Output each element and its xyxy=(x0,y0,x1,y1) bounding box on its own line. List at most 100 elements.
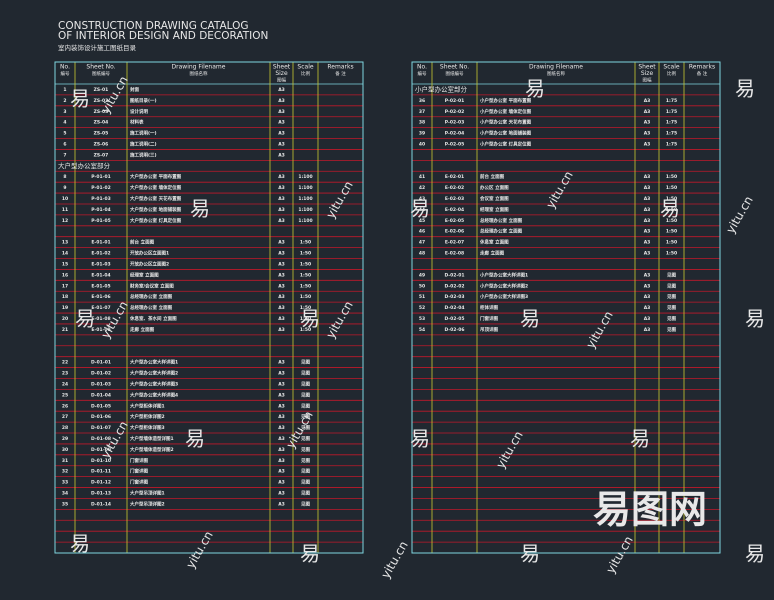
cell: 1:50 xyxy=(300,261,311,267)
cell: 1:50 xyxy=(666,196,677,202)
table-border xyxy=(54,61,364,554)
cell: A3 xyxy=(644,283,651,289)
column-header: Scale xyxy=(663,64,679,71)
cell: 24 xyxy=(62,381,68,387)
cell: P-02-01 xyxy=(445,98,464,104)
cell: A3 xyxy=(278,272,285,278)
cell: 施工说明(三) xyxy=(130,151,157,158)
cell: 32 xyxy=(62,469,68,475)
cell: 30 xyxy=(62,447,68,453)
cell: 大户型墙体造型详图1 xyxy=(130,435,174,442)
cell: 小户型办公室大样详图3 xyxy=(480,293,528,300)
cell: D-01-04 xyxy=(91,392,111,398)
cell: A3 xyxy=(278,469,285,475)
title: CONSTRUCTION DRAWING CATALOG xyxy=(58,20,249,32)
watermark-mark: 易 xyxy=(410,197,430,221)
cell: E-01-09 xyxy=(91,327,110,333)
cell: 42 xyxy=(419,185,425,191)
cell: 见图 xyxy=(301,435,310,442)
cell: 33 xyxy=(62,480,68,486)
section-label: 大户型办公室部分 xyxy=(58,161,111,170)
table-border xyxy=(411,61,721,554)
cell: E-01-02 xyxy=(91,251,110,257)
column-header: Size xyxy=(275,70,288,77)
cell: 休息室 立面图 xyxy=(479,239,509,246)
cell: 45 xyxy=(419,218,425,224)
cell: A3 xyxy=(278,305,285,311)
cell: A3 xyxy=(278,392,285,398)
cell: 经理室 立面图 xyxy=(130,271,159,278)
cell: 1:100 xyxy=(298,185,312,191)
cell: 40 xyxy=(419,141,425,147)
cell: 25 xyxy=(62,392,68,398)
cell: 35 xyxy=(62,501,68,507)
cell: P-02-05 xyxy=(445,141,464,147)
cell: 12 xyxy=(62,218,68,224)
cell: E-02-05 xyxy=(445,218,464,224)
cell: 28 xyxy=(62,425,68,431)
cell: 43 xyxy=(419,196,425,202)
cell: A3 xyxy=(278,98,285,104)
cell: 1:100 xyxy=(298,174,312,180)
watermark-mark: 易 xyxy=(745,542,765,566)
cell: 图纸目录(一) xyxy=(130,97,157,104)
column-header-cn: 图纸名称 xyxy=(190,70,208,77)
cell: 大户型柜体详图1 xyxy=(130,402,165,409)
cell: 7 xyxy=(63,152,66,158)
column-header-cn: 比例 xyxy=(667,70,676,77)
cell: P-01-03 xyxy=(91,196,110,202)
subtitle: 室内装饰设计施工图纸目录 xyxy=(58,43,137,52)
cell: 31 xyxy=(62,458,68,464)
cell: 见图 xyxy=(301,500,310,507)
cell: E-01-06 xyxy=(91,294,110,300)
cell: 15 xyxy=(62,261,68,267)
cell: D-02-05 xyxy=(444,316,464,322)
cell: 26 xyxy=(62,403,68,409)
cell: A3 xyxy=(278,185,285,191)
cell: 11 xyxy=(62,207,68,213)
column-header: Drawing Filename xyxy=(172,64,226,71)
cell: A3 xyxy=(644,229,651,235)
cell: 1:75 xyxy=(666,109,677,115)
cell: 6 xyxy=(63,141,66,147)
cell: 柜体详图 xyxy=(480,304,498,311)
watermark-mark: 易 xyxy=(190,197,210,221)
cell: 13 xyxy=(62,240,68,246)
cell: D-01-05 xyxy=(91,403,111,409)
cell: A3 xyxy=(644,174,651,180)
cell: 1:50 xyxy=(300,316,311,322)
cell: E-01-01 xyxy=(91,240,110,246)
cell: 22 xyxy=(62,360,68,366)
cell: 大户型办公室大样详图1 xyxy=(130,359,178,366)
cell: 门窗详图 xyxy=(130,479,148,486)
cell: 封面 xyxy=(130,86,139,93)
cell: A3 xyxy=(278,381,285,387)
cell: 见图 xyxy=(301,402,310,409)
cell: A3 xyxy=(278,283,285,289)
column-header: Sheet xyxy=(638,64,656,71)
cell: A3 xyxy=(644,316,651,322)
cell: 1:50 xyxy=(300,294,311,300)
cell: P-01-01 xyxy=(91,174,110,180)
cell: 开放办公区立面图1 xyxy=(130,250,169,257)
cell: A3 xyxy=(644,141,651,147)
cell: E-01-04 xyxy=(91,272,110,278)
cell: A3 xyxy=(644,251,651,257)
watermark-mark: 易 xyxy=(630,427,650,451)
cell: D-01-02 xyxy=(91,371,111,377)
cell: 大户型墙体造型详图2 xyxy=(130,446,174,453)
cell: 见图 xyxy=(667,293,676,300)
cell: 门窗详图 xyxy=(130,468,148,475)
column-header: Sheet No. xyxy=(440,64,469,71)
cell: 41 xyxy=(419,174,425,180)
cell: 27 xyxy=(62,414,68,420)
cell: D-01-14 xyxy=(91,501,111,507)
column-header: Size xyxy=(641,70,654,77)
cell: D-01-08 xyxy=(91,436,111,442)
cell: 大户型办公室 灯具定位图 xyxy=(130,217,182,224)
cell: A3 xyxy=(278,458,285,464)
cell: 1:100 xyxy=(298,218,312,224)
cell: ZS-05 xyxy=(94,131,109,137)
cell: 3 xyxy=(63,109,66,115)
